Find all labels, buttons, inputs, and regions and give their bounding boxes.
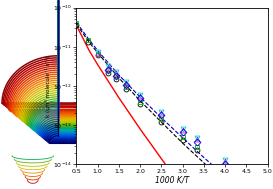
X-axis label: 1000 K/T: 1000 K/T: [155, 176, 189, 185]
Y-axis label: k (cm³ molecule⁻¹ s⁻¹): k (cm³ molecule⁻¹ s⁻¹): [45, 55, 51, 117]
